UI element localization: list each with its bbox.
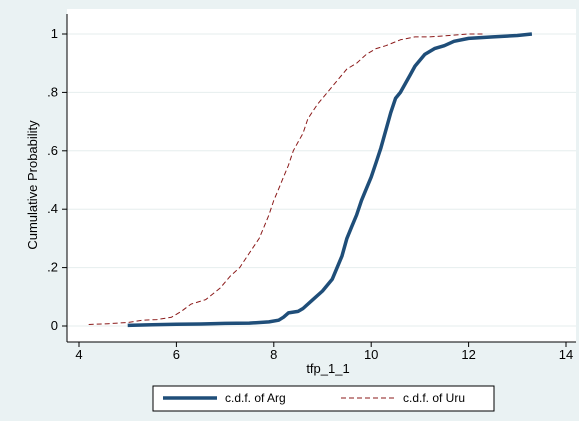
y-tick-label-2: .4: [47, 201, 58, 216]
series-line-uru: [88, 33, 484, 325]
x-tick-label-5: 14: [559, 347, 573, 362]
series-layer: [88, 32, 533, 328]
x-tick-label-0: 4: [75, 347, 82, 362]
y-tick-label-1: .2: [47, 260, 58, 275]
x-axis-title: tfp_1_1: [306, 361, 349, 376]
legend-label-uru: c.d.f. of Uru: [403, 391, 465, 405]
x-tick-label-1: 6: [173, 347, 180, 362]
y-tick-label-0: 0: [51, 318, 58, 333]
y-tick-label-4: .8: [47, 84, 58, 99]
ticks: 0.2.4.6.814 6 8 10 12 14: [47, 26, 573, 362]
y-tick-label-5: 1: [51, 26, 58, 41]
x-tick-label-2: 8: [270, 347, 277, 362]
series-line-arg: [127, 32, 533, 328]
y-axis-title: Cumulative Probability: [25, 120, 40, 250]
plot-area: [67, 9, 576, 342]
legend: c.d.f. of Arg c.d.f. of Uru: [152, 385, 495, 412]
legend-label-arg: c.d.f. of Arg: [225, 391, 286, 405]
y-tick-label-3: .6: [47, 143, 58, 158]
x-tick-label-4: 12: [461, 347, 475, 362]
axes: [66, 14, 576, 343]
x-tick-label-3: 10: [364, 347, 378, 362]
